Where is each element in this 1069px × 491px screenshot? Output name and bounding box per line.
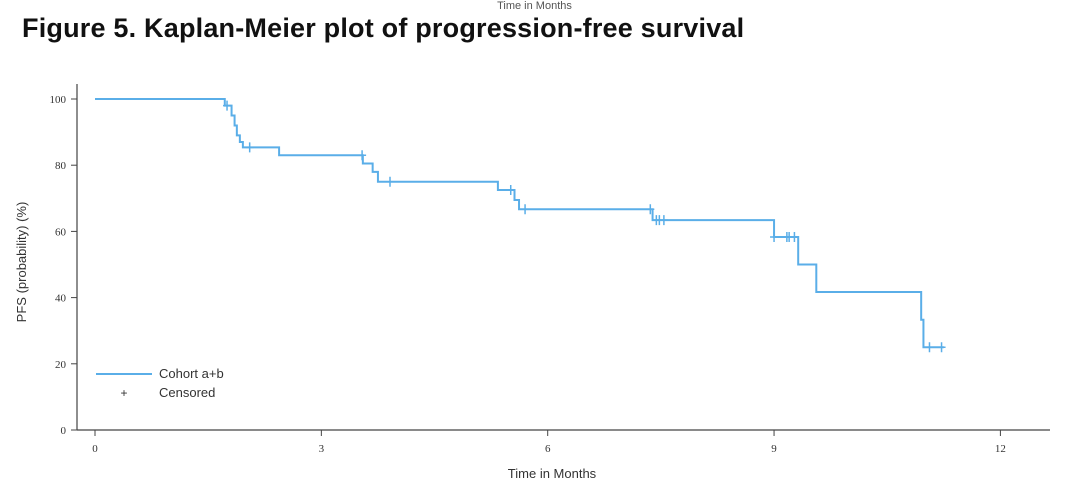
censored-mark — [659, 215, 668, 226]
x-tick-label: 6 — [545, 443, 551, 455]
legend: Cohort a+b + Censored — [96, 366, 224, 400]
x-tick-label: 9 — [771, 443, 777, 455]
y-tick-label: 100 — [50, 94, 67, 106]
clipped-top-text: Time in Months — [497, 0, 572, 12]
censored-mark — [521, 204, 530, 215]
censored-mark — [223, 100, 232, 111]
censored-mark — [770, 232, 779, 243]
y-tick-label: 40 — [55, 293, 67, 305]
y-tick-label: 80 — [55, 160, 67, 172]
censored-mark — [646, 204, 655, 215]
series-line-cohort-ab — [95, 98, 944, 349]
legend-label-cohort-ab: Cohort a+b — [159, 366, 224, 381]
censored-mark — [245, 142, 254, 153]
censored-mark — [506, 185, 515, 196]
legend-label-censored: Censored — [159, 385, 215, 400]
y-tick-label: 20 — [55, 359, 67, 371]
x-tick-label: 3 — [319, 443, 325, 455]
censored-mark — [386, 176, 395, 187]
x-tick-label: 12 — [995, 443, 1006, 455]
figure-title: Figure 5. Kaplan-Meier plot of progressi… — [22, 13, 745, 43]
x-axis-label: Time in Months — [508, 466, 597, 481]
x-tick-label: 0 — [92, 443, 98, 455]
y-axis-label: PFS (probability) (%) — [14, 202, 29, 323]
censored-mark — [790, 232, 799, 243]
legend-censored-marker: + — [120, 386, 127, 400]
y-tick-label: 0 — [61, 425, 67, 437]
censored-mark — [925, 342, 934, 353]
y-tick-label: 60 — [55, 226, 67, 238]
censored-mark — [937, 342, 946, 353]
censored-mark — [358, 150, 367, 161]
